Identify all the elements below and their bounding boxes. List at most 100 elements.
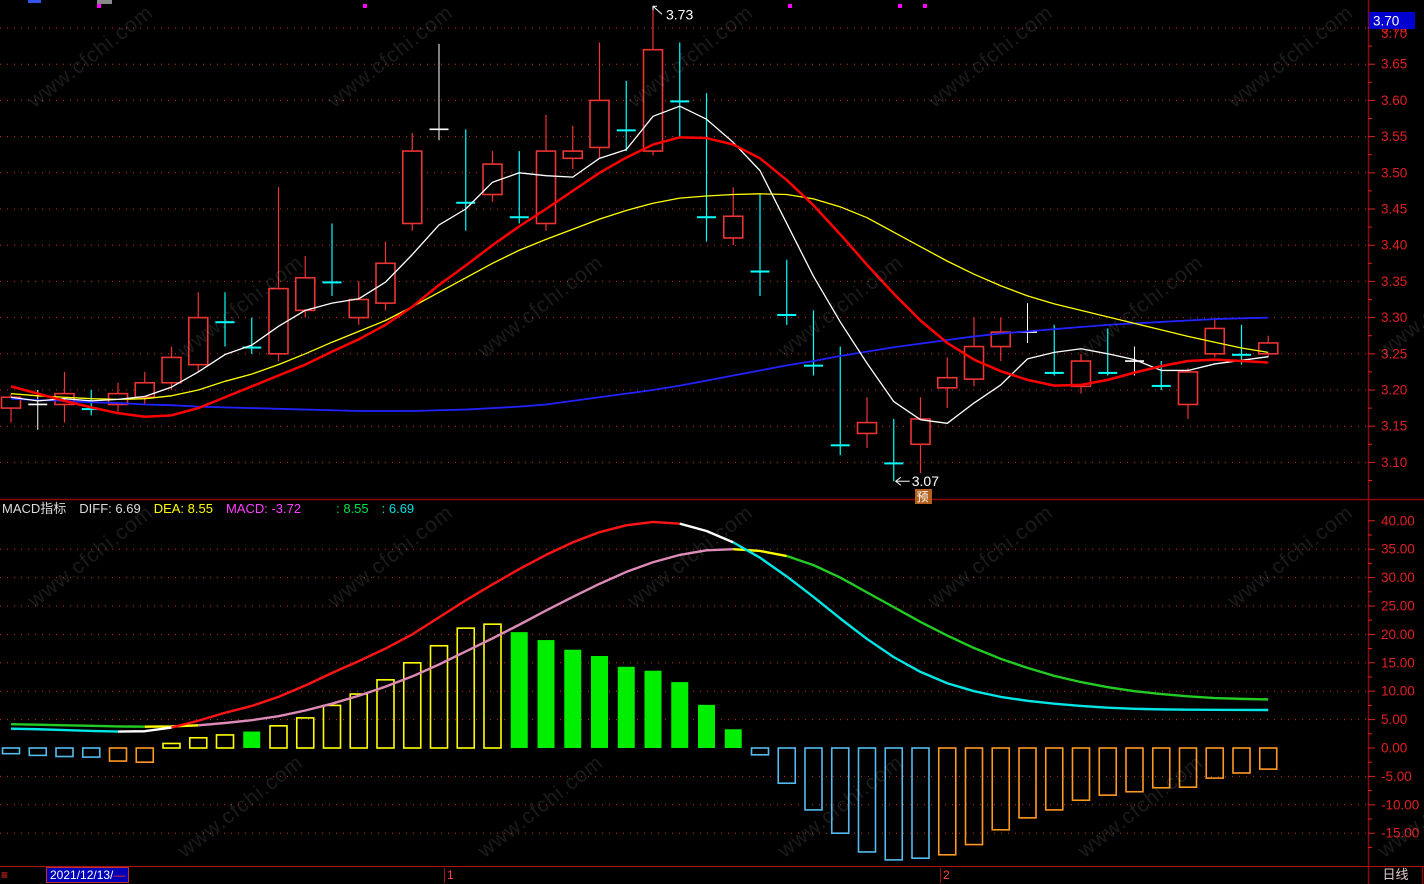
macd-legend: MACD指标 DIFF: 6.69 DEA: 8.55 MACD: -3.72: 8.… <box>2 500 427 518</box>
candlestick[interactable] <box>1125 346 1144 376</box>
candlestick[interactable] <box>1177 368 1199 419</box>
candle-part <box>697 216 716 219</box>
candlestick[interactable] <box>215 292 235 347</box>
macd-bar <box>1151 747 1171 789</box>
ma-line-blue <box>10 316 1269 412</box>
candlestick[interactable] <box>804 310 823 376</box>
candlestick[interactable] <box>1257 335 1279 358</box>
candle-part <box>589 99 610 149</box>
macd-bar <box>188 736 208 749</box>
menu-icon[interactable]: ≡ <box>1 868 9 882</box>
forecast-flag-text: 预 <box>917 490 929 504</box>
candlestick[interactable] <box>322 223 342 296</box>
candle-part <box>1204 327 1226 355</box>
diff-line-segment <box>10 727 119 733</box>
candlestick[interactable] <box>401 132 423 231</box>
candlestick[interactable] <box>777 259 797 325</box>
forecast-flag-badge[interactable]: 预 <box>915 489 932 504</box>
high-annotation-arrowhead <box>652 5 657 11</box>
macd-bar <box>1232 747 1251 774</box>
macd-bar <box>162 742 181 749</box>
candlestick[interactable] <box>134 371 156 405</box>
macd-bar <box>724 729 742 748</box>
price-axis-label: 3.20 <box>1381 383 1407 398</box>
candle-part <box>509 216 529 219</box>
candle-part <box>910 418 931 446</box>
candlestick[interactable] <box>509 151 529 224</box>
high-annotation: 3.73 <box>666 6 693 22</box>
macd-bar <box>376 679 395 749</box>
candlestick[interactable] <box>830 346 850 456</box>
candlestick[interactable] <box>670 42 690 137</box>
candlestick[interactable] <box>642 6 664 156</box>
candlestick[interactable] <box>242 317 262 354</box>
candlestick[interactable] <box>884 418 904 482</box>
macd-axis-label: 10.00 <box>1381 684 1415 699</box>
candle-part <box>401 150 423 225</box>
candle-part <box>268 287 289 355</box>
candlestick[interactable] <box>1044 324 1064 376</box>
macd-bar <box>937 747 957 856</box>
macd-bar <box>243 731 261 748</box>
current-price-badge: 3.70 <box>1373 14 1399 29</box>
ma-line-red <box>10 136 1269 419</box>
candle-part <box>616 129 636 132</box>
candlestick[interactable] <box>375 241 396 311</box>
candlestick[interactable] <box>1232 324 1251 365</box>
candlestick[interactable] <box>348 281 370 325</box>
candlestick[interactable] <box>1098 328 1118 376</box>
candlestick[interactable] <box>589 42 610 159</box>
price-axis-label: 3.45 <box>1381 202 1407 217</box>
candlestick[interactable] <box>722 187 744 246</box>
candlestick[interactable] <box>1204 317 1226 358</box>
macd-bar <box>750 747 770 756</box>
candlestick[interactable] <box>107 382 129 412</box>
candlestick[interactable] <box>750 194 770 296</box>
candlestick[interactable] <box>268 187 289 362</box>
candle-part <box>722 215 744 239</box>
candle-part <box>322 281 342 284</box>
candlestick[interactable] <box>456 129 476 231</box>
macd-bar <box>1178 747 1198 788</box>
macd-bar <box>1 747 21 755</box>
candle-part <box>830 444 850 447</box>
candlestick[interactable] <box>187 292 209 372</box>
macd-bar <box>564 649 582 748</box>
candlestick[interactable] <box>161 346 182 390</box>
candlestick[interactable] <box>429 43 449 141</box>
macd-bar <box>830 747 850 834</box>
candle-part <box>215 321 235 324</box>
candlestick[interactable] <box>482 151 503 202</box>
candlestick[interactable] <box>936 357 958 409</box>
candlestick[interactable] <box>910 397 931 474</box>
candlestick[interactable] <box>856 397 878 448</box>
candlestick[interactable] <box>963 317 985 387</box>
macd-legend-item: DEA: 8.55 <box>153 501 213 516</box>
macd-axis-label: 20.00 <box>1381 627 1415 642</box>
candle-part <box>1177 371 1199 406</box>
candlestick[interactable] <box>1018 303 1037 343</box>
price-axis-label: 3.40 <box>1381 238 1407 253</box>
candle-part <box>1151 384 1171 387</box>
candlestick[interactable] <box>990 317 1012 362</box>
macd-bar <box>1258 747 1278 770</box>
candlestick[interactable] <box>562 125 584 170</box>
macd-legend-item: : 8.55 <box>336 501 369 516</box>
candle-part <box>990 331 1012 348</box>
price-axis-label: 3.60 <box>1381 93 1407 108</box>
macd-bar <box>591 655 608 748</box>
macd-legend-item: : 6.69 <box>381 501 415 516</box>
status-bar: ≡ 2021/12/13/— 1 2 日线 <box>0 866 1424 884</box>
macd-bar <box>510 632 528 748</box>
price-axis-label: 3.25 <box>1381 346 1407 361</box>
price-axis-label: 3.35 <box>1381 274 1407 289</box>
period-selector[interactable]: 日线 <box>1369 867 1422 884</box>
candle-part <box>670 100 690 103</box>
candlestick[interactable] <box>697 93 716 242</box>
candlestick[interactable] <box>28 390 48 430</box>
ma-line-white <box>10 105 1269 424</box>
candlestick[interactable] <box>1070 353 1092 394</box>
macd-bar <box>322 704 342 749</box>
candlestick[interactable] <box>616 80 636 152</box>
